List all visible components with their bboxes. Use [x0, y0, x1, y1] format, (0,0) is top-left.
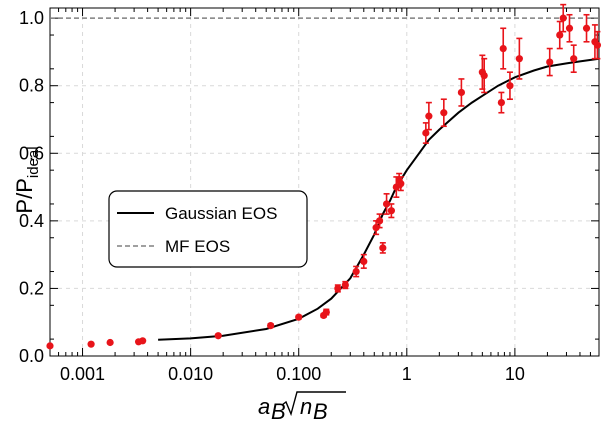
- data-point: [322, 308, 330, 316]
- data-point: [499, 44, 507, 53]
- ticks: 0.0 0.2 0.4 0.6 0.8 1.0 0.001 0.010 0.100 1 10: [19, 8, 600, 384]
- y-tick-label: 0.0: [19, 346, 44, 366]
- data-point: [375, 217, 384, 225]
- data-point: [440, 109, 448, 117]
- data-point: [214, 332, 222, 340]
- data-point: [570, 55, 578, 63]
- x-label-a: a: [258, 394, 270, 419]
- data-point: [506, 82, 514, 90]
- legend-box: [108, 190, 308, 268]
- x-axis-label: a B n B: [258, 391, 346, 424]
- data-point: [87, 340, 95, 348]
- series: [46, 3, 602, 350]
- x-tick-label: 0.010: [168, 364, 213, 384]
- data-point: [556, 31, 564, 39]
- data-point: [139, 337, 147, 345]
- data-point: [480, 71, 488, 80]
- data-point: [341, 281, 349, 289]
- data-point: [334, 284, 342, 293]
- legend-label-mf: MF EOS: [165, 237, 230, 256]
- data-point: [106, 338, 114, 347]
- x-tick-label: 1: [402, 364, 412, 384]
- y-axis-label: P/Pideal: [12, 146, 42, 213]
- data-point: [372, 224, 380, 232]
- x-label-n: n: [300, 394, 312, 419]
- data-point: [582, 24, 591, 32]
- y-tick-label: 0.4: [19, 211, 44, 231]
- data-point: [565, 24, 574, 32]
- data-point: [267, 321, 275, 330]
- y-tick-label: 0.2: [19, 278, 44, 298]
- plot-frame: [49, 7, 600, 357]
- data-point: [360, 257, 368, 265]
- data-point: [382, 200, 391, 208]
- data-point: [497, 99, 505, 107]
- x-tick-label: 0.100: [276, 364, 321, 384]
- x-label-n-sub: B: [313, 399, 328, 424]
- legend: Gaussian EOS MF EOS: [108, 190, 308, 268]
- data-point: [457, 88, 466, 97]
- data-point: [546, 58, 554, 66]
- y-tick-label: 1.0: [19, 8, 44, 28]
- data-point: [559, 14, 567, 22]
- data-point: [379, 244, 387, 252]
- data-point: [515, 55, 523, 63]
- data-point: [387, 207, 395, 215]
- legend-label-gaussian: Gaussian EOS: [165, 204, 277, 223]
- data-point: [425, 112, 433, 120]
- x-tick-label: 0.001: [60, 364, 105, 384]
- gaussian-eos-curve: [158, 57, 600, 341]
- data-point: [352, 267, 360, 276]
- data-point: [422, 129, 430, 137]
- data-point: [397, 180, 405, 188]
- data-point: [46, 342, 54, 350]
- y-tick-label: 0.8: [19, 76, 44, 96]
- data-point: [593, 41, 602, 49]
- x-tick-label: 10: [505, 364, 525, 384]
- x-label-a-sub: B: [271, 399, 286, 424]
- data-point: [295, 313, 303, 321]
- sqrt-sign: [281, 391, 346, 417]
- y-tick-label: 0.6: [19, 143, 44, 163]
